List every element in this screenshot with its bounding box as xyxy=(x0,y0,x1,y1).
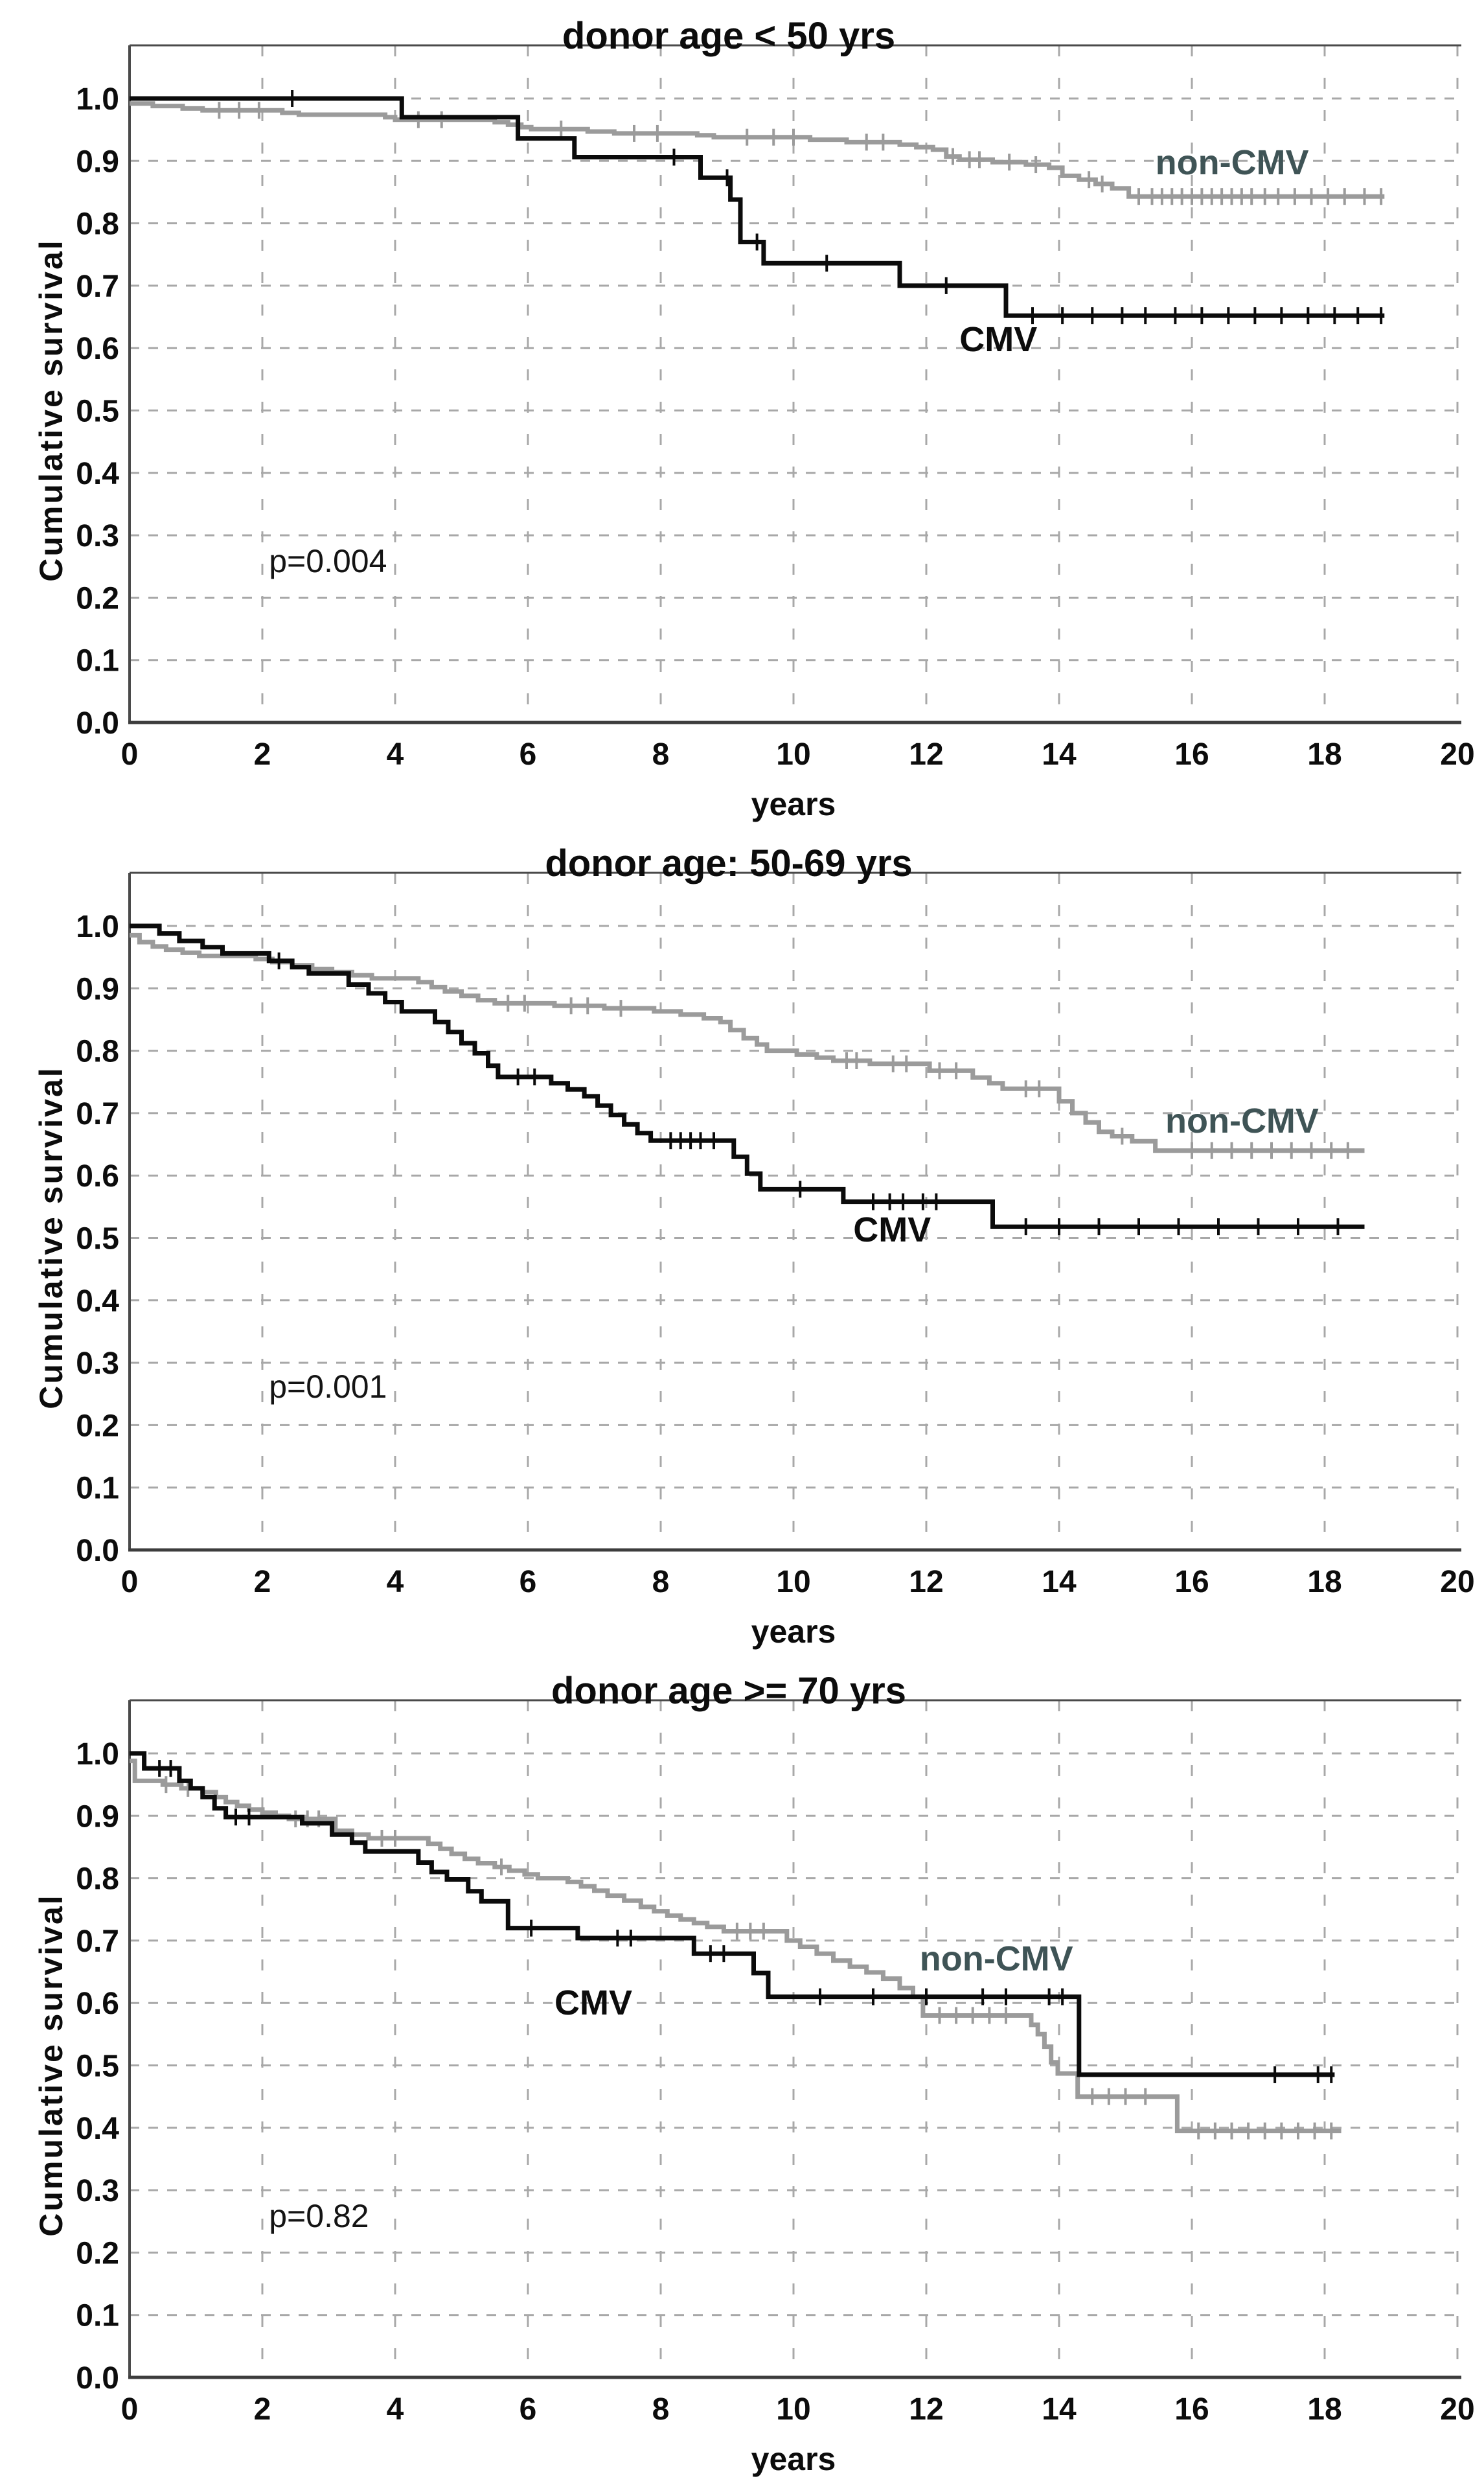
y-tick-label: 0.4 xyxy=(76,1284,119,1319)
y-tick-label: 1.0 xyxy=(76,1737,119,1772)
panel-title: donor age < 50 yrs xyxy=(562,15,896,57)
y-tick-label: 0.3 xyxy=(76,2174,119,2208)
panel-title: donor age: 50-69 yrs xyxy=(545,842,913,884)
y-axis-title: Cumulative survival xyxy=(33,1066,69,1409)
y-tick-label: 0.0 xyxy=(76,2361,119,2396)
y-tick-label: 0.9 xyxy=(76,144,119,179)
y-tick-label: 0.2 xyxy=(76,581,119,616)
x-tick-label: 14 xyxy=(1042,737,1077,772)
panel-donor-age-lt-50: 0 2 4 6 8 10 12 14 16 18 20 0.0 0.1 0.2 0.3 0.4 0.5 0.6 0.… xyxy=(0,0,1484,827)
x-tick-label: 20 xyxy=(1440,2392,1474,2427)
x-tick-label: 10 xyxy=(776,2392,810,2427)
y-tick-label: 0.7 xyxy=(76,1097,119,1131)
x-tick-label: 8 xyxy=(652,737,670,772)
y-tick-label: 0.3 xyxy=(76,1346,119,1381)
y-tick-label: 1.0 xyxy=(76,82,119,117)
survival-plot-svg: 0 2 4 6 8 10 12 14 16 18 20 0.0 0.1 0.2 0.3 0.4 0.5 0.6 0.… xyxy=(76,872,1475,1599)
survival-curve-noncmv xyxy=(130,101,1385,199)
x-tick-label: 10 xyxy=(776,1565,810,1599)
x-tick-label: 18 xyxy=(1307,737,1341,772)
panel-title: donor age >= 70 yrs xyxy=(551,1670,907,1712)
y-tick-label: 0.3 xyxy=(76,519,119,553)
x-tick-label: 8 xyxy=(652,1565,670,1599)
y-axis-title: Cumulative survival xyxy=(33,1893,69,2237)
survival-plot-svg: 0 2 4 6 8 10 12 14 16 18 20 0.0 0.1 0.2 0.3 0.4 0.5 0.6 0.… xyxy=(76,1699,1475,2427)
x-tick-label: 2 xyxy=(254,737,271,772)
series-label-cmv: CMV xyxy=(554,1983,632,2022)
y-tick-label: 0.5 xyxy=(76,1222,119,1256)
survival-curve-cmv xyxy=(130,923,1365,1229)
x-tick-label: 14 xyxy=(1042,1565,1077,1599)
x-tick-label: 20 xyxy=(1440,737,1474,772)
x-tick-label: 6 xyxy=(519,737,537,772)
survival-curve-cmv xyxy=(130,1751,1335,2077)
y-tick-label: 0.2 xyxy=(76,1409,119,1443)
survival-plot-svg: 0 2 4 6 8 10 12 14 16 18 20 0.0 0.1 0.2 0.3 0.4 0.5 0.6 0.… xyxy=(76,44,1475,772)
x-tick-label: 4 xyxy=(387,1565,404,1599)
y-tick-label: 0.8 xyxy=(76,1862,119,1897)
x-tick-label: 18 xyxy=(1307,2392,1341,2427)
y-tick-label: 0.7 xyxy=(76,1924,119,1959)
y-tick-label: 0.1 xyxy=(76,644,119,678)
y-tick-label: 0.5 xyxy=(76,395,119,429)
x-tick-label: 12 xyxy=(909,1565,943,1599)
p-value-label: p=0.82 xyxy=(269,2198,369,2235)
series-label-cmv: CMV xyxy=(853,1210,931,1250)
x-tick-label: 4 xyxy=(387,737,404,772)
survival-curve-noncmv xyxy=(130,1759,1341,2134)
y-tick-label: 0.5 xyxy=(76,2050,119,2084)
x-tick-label: 0 xyxy=(121,737,139,772)
p-value-label: p=0.004 xyxy=(269,543,387,580)
x-tick-label: 18 xyxy=(1307,1565,1341,1599)
y-axis-title: Cumulative survival xyxy=(33,238,69,582)
y-tick-label: 1.0 xyxy=(76,910,119,944)
panel-donor-age-50-69: 0 2 4 6 8 10 12 14 16 18 20 0.0 0.1 0.2 0.3 0.4 0.5 0.6 0.… xyxy=(0,827,1484,1655)
series-label-noncmv: non-CMV xyxy=(1165,1101,1319,1140)
y-tick-label: 0.6 xyxy=(76,1987,119,2021)
series-label-noncmv: non-CMV xyxy=(1155,143,1309,182)
y-tick-label: 0.8 xyxy=(76,207,119,242)
x-tick-label: 16 xyxy=(1174,737,1209,772)
x-tick-label: 2 xyxy=(254,2392,271,2427)
y-tick-label: 0.6 xyxy=(76,332,119,366)
x-tick-label: 12 xyxy=(909,2392,943,2427)
x-tick-label: 0 xyxy=(121,2392,139,2427)
panel-donor-age-ge-70: 0 2 4 6 8 10 12 14 16 18 20 0.0 0.1 0.2 0.3 0.4 0.5 0.6 0.… xyxy=(0,1655,1484,2482)
x-axis-title: years xyxy=(751,786,836,822)
x-axis-title: years xyxy=(751,2441,836,2477)
x-tick-label: 10 xyxy=(776,737,810,772)
x-tick-label: 16 xyxy=(1174,2392,1209,2427)
x-tick-label: 6 xyxy=(519,2392,537,2427)
y-tick-label: 0.9 xyxy=(76,972,119,1006)
x-tick-label: 16 xyxy=(1174,1565,1209,1599)
series-label-noncmv: non-CMV xyxy=(919,1939,1073,1979)
x-tick-label: 2 xyxy=(254,1565,271,1599)
y-tick-label: 0.6 xyxy=(76,1159,119,1194)
x-tick-label: 4 xyxy=(387,2392,404,2427)
x-tick-label: 8 xyxy=(652,2392,670,2427)
x-tick-label: 20 xyxy=(1440,1565,1474,1599)
y-tick-label: 0.8 xyxy=(76,1035,119,1069)
y-tick-label: 0.4 xyxy=(76,457,119,491)
x-axis-title: years xyxy=(751,1613,836,1650)
x-tick-label: 12 xyxy=(909,737,943,772)
series-label-cmv: CMV xyxy=(959,320,1038,360)
p-value-label: p=0.001 xyxy=(269,1369,387,1405)
y-tick-label: 0.2 xyxy=(76,2236,119,2270)
y-tick-label: 0.7 xyxy=(76,270,119,304)
y-tick-label: 0.9 xyxy=(76,1799,119,1834)
survival-curve-cmv xyxy=(130,96,1385,318)
y-tick-label: 0.4 xyxy=(76,2112,119,2146)
x-tick-label: 6 xyxy=(519,1565,537,1599)
y-tick-label: 0.1 xyxy=(76,2299,119,2333)
x-tick-label: 14 xyxy=(1042,2392,1077,2427)
x-tick-label: 0 xyxy=(121,1565,139,1599)
y-tick-label: 0.0 xyxy=(76,1534,119,1568)
y-tick-label: 0.0 xyxy=(76,706,119,741)
y-tick-label: 0.1 xyxy=(76,1472,119,1506)
